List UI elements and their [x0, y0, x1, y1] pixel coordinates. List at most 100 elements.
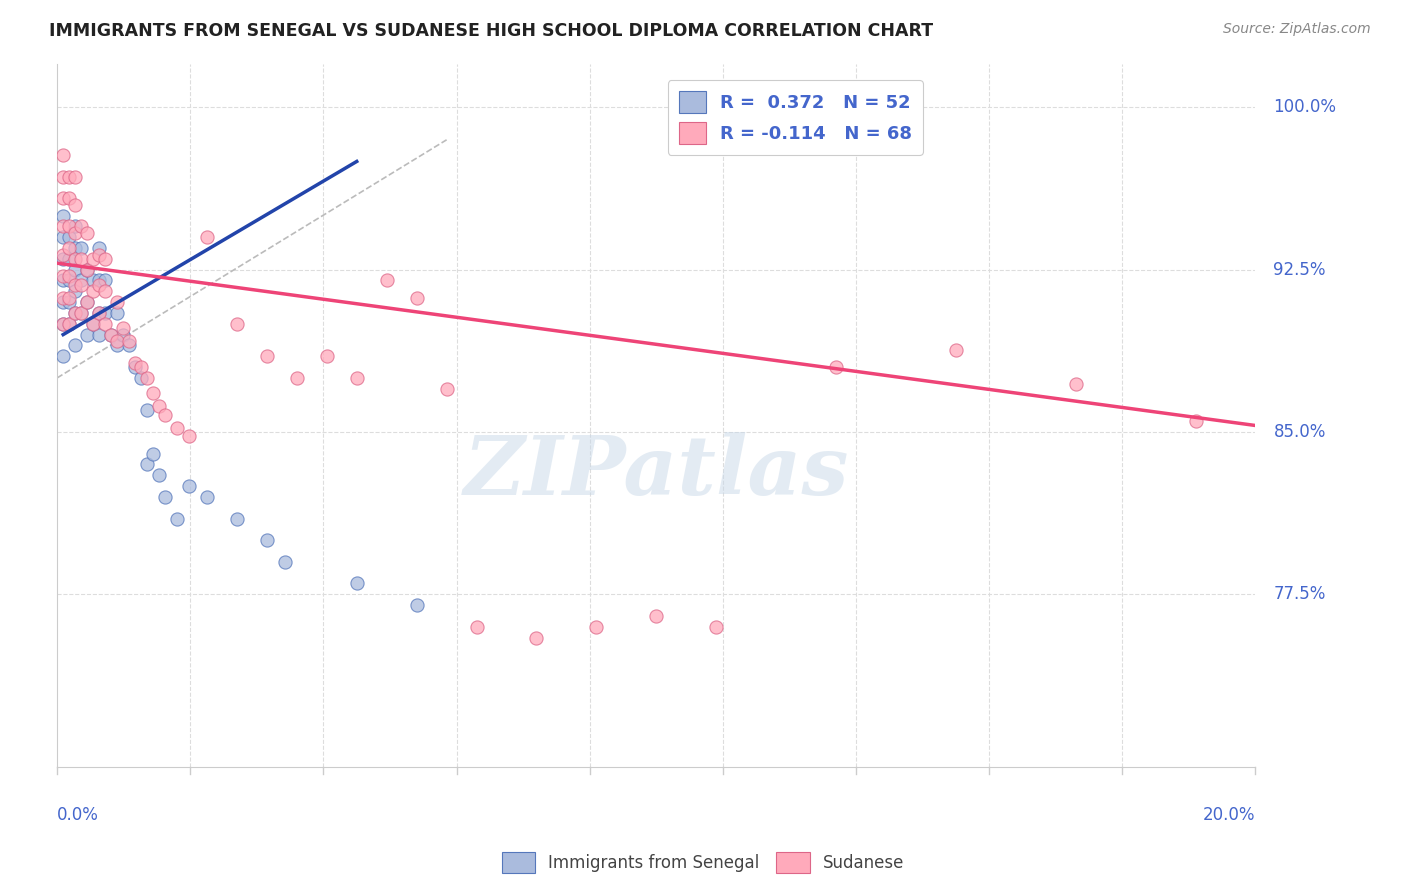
Point: [136, 458, 159, 472]
Point: [70, 273, 93, 287]
Point: [105, 334, 128, 348]
Point: [405, 598, 427, 612]
Point: [226, 317, 249, 331]
Point: [166, 511, 188, 525]
Legend: Immigrants from Senegal, Sudanese: Immigrants from Senegal, Sudanese: [495, 846, 911, 880]
Legend: R =  0.372   N = 52, R = -0.114   N = 68: R = 0.372 N = 52, R = -0.114 N = 68: [668, 80, 922, 155]
Point: [166, 420, 188, 434]
Point: [100, 327, 122, 342]
Point: [52, 273, 75, 287]
Point: [63, 306, 86, 320]
Point: [105, 295, 128, 310]
Point: [63, 285, 86, 299]
Point: [153, 408, 176, 422]
Point: [52, 230, 75, 244]
Point: [58, 269, 80, 284]
Point: [63, 252, 86, 266]
Point: [70, 241, 93, 255]
Point: [58, 317, 80, 331]
Point: [195, 230, 218, 244]
Point: [58, 219, 80, 234]
Point: [526, 631, 548, 645]
Text: Source: ZipAtlas.com: Source: ZipAtlas.com: [1223, 22, 1371, 37]
Point: [52, 219, 75, 234]
Point: [52, 317, 75, 331]
Point: [105, 306, 128, 320]
Point: [825, 359, 848, 374]
Point: [52, 247, 75, 261]
Text: 85.0%: 85.0%: [1274, 423, 1326, 441]
Point: [585, 620, 607, 634]
Point: [94, 273, 117, 287]
Point: [375, 273, 398, 287]
Point: [63, 277, 86, 292]
Text: 92.5%: 92.5%: [1274, 260, 1326, 278]
Point: [82, 317, 104, 331]
Point: [82, 252, 104, 266]
Point: [58, 252, 80, 266]
Point: [142, 447, 165, 461]
Point: [63, 169, 86, 184]
Point: [94, 317, 117, 331]
Point: [87, 306, 110, 320]
Point: [226, 511, 249, 525]
Point: [52, 148, 75, 162]
Point: [63, 306, 86, 320]
Point: [148, 399, 170, 413]
Point: [87, 277, 110, 292]
Point: [148, 468, 170, 483]
Point: [124, 359, 146, 374]
Text: ZIPatlas: ZIPatlas: [464, 432, 849, 512]
Point: [704, 620, 727, 634]
Point: [76, 295, 98, 310]
Point: [52, 191, 75, 205]
Point: [58, 241, 80, 255]
Text: IMMIGRANTS FROM SENEGAL VS SUDANESE HIGH SCHOOL DIPLOMA CORRELATION CHART: IMMIGRANTS FROM SENEGAL VS SUDANESE HIGH…: [49, 22, 934, 40]
Point: [87, 327, 110, 342]
Point: [124, 356, 146, 370]
Point: [63, 262, 86, 277]
Point: [285, 371, 308, 385]
Point: [76, 262, 98, 277]
Point: [405, 291, 427, 305]
Point: [153, 490, 176, 504]
Point: [136, 403, 159, 417]
Point: [63, 198, 86, 212]
Point: [112, 321, 135, 335]
Point: [82, 317, 104, 331]
Point: [58, 230, 80, 244]
Point: [58, 295, 80, 310]
Point: [70, 277, 93, 292]
Text: 77.5%: 77.5%: [1274, 585, 1326, 603]
Point: [346, 576, 368, 591]
Point: [1064, 377, 1087, 392]
Point: [87, 273, 110, 287]
Point: [52, 269, 75, 284]
Point: [52, 295, 75, 310]
Point: [87, 247, 110, 261]
Point: [52, 169, 75, 184]
Point: [177, 429, 200, 443]
Point: [94, 252, 117, 266]
Point: [76, 226, 98, 240]
Point: [63, 338, 86, 352]
Point: [58, 169, 80, 184]
Point: [136, 371, 159, 385]
Point: [315, 349, 337, 363]
Point: [195, 490, 218, 504]
Point: [52, 291, 75, 305]
Point: [87, 241, 110, 255]
Point: [70, 306, 93, 320]
Point: [82, 285, 104, 299]
Point: [142, 386, 165, 401]
Point: [70, 306, 93, 320]
Text: 0.0%: 0.0%: [58, 806, 98, 824]
Text: 20.0%: 20.0%: [1204, 806, 1256, 824]
Point: [436, 382, 458, 396]
Point: [256, 533, 278, 548]
Point: [945, 343, 967, 357]
Point: [58, 273, 80, 287]
Point: [94, 306, 117, 320]
Point: [52, 252, 75, 266]
Point: [76, 262, 98, 277]
